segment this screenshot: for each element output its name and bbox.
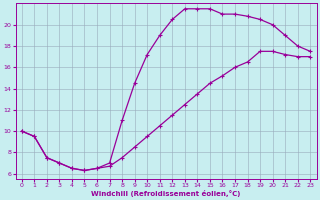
X-axis label: Windchill (Refroidissement éolien,°C): Windchill (Refroidissement éolien,°C) [91, 190, 241, 197]
